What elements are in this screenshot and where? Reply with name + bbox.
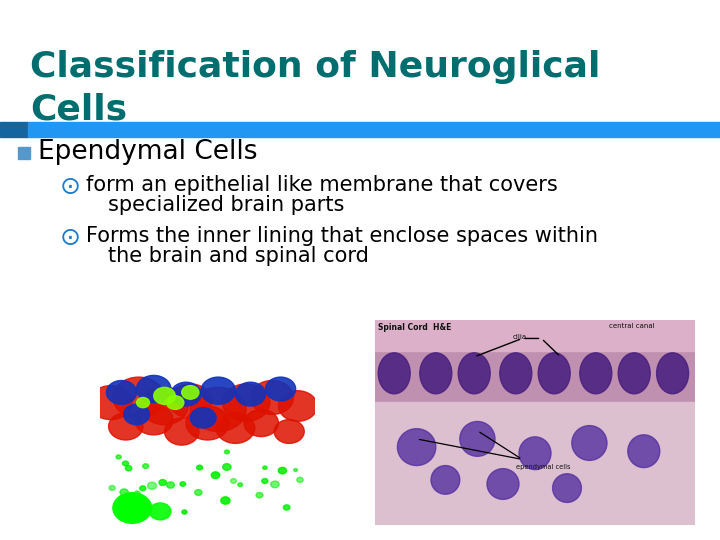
Circle shape xyxy=(279,467,287,474)
Ellipse shape xyxy=(378,353,410,394)
Text: Ependymal Cells: Ependymal Cells xyxy=(38,139,258,165)
Circle shape xyxy=(186,406,229,440)
Ellipse shape xyxy=(487,469,519,500)
Circle shape xyxy=(116,455,121,459)
Circle shape xyxy=(263,466,267,469)
Circle shape xyxy=(271,481,279,488)
Bar xyxy=(375,320,695,402)
Bar xyxy=(28,122,720,137)
Text: central canal: central canal xyxy=(608,323,654,329)
Circle shape xyxy=(238,483,243,487)
Ellipse shape xyxy=(628,435,660,468)
Circle shape xyxy=(262,478,268,483)
Circle shape xyxy=(164,418,199,445)
Circle shape xyxy=(109,485,115,490)
Circle shape xyxy=(279,391,317,421)
Circle shape xyxy=(251,381,294,415)
Circle shape xyxy=(197,465,202,470)
Circle shape xyxy=(225,450,230,454)
Text: Spinal Cord  H&E: Spinal Cord H&E xyxy=(378,323,451,332)
Circle shape xyxy=(109,413,143,440)
Ellipse shape xyxy=(618,353,650,394)
Circle shape xyxy=(143,464,148,469)
Ellipse shape xyxy=(519,437,551,470)
Circle shape xyxy=(180,482,186,486)
Circle shape xyxy=(181,386,199,399)
Circle shape xyxy=(166,482,174,488)
Circle shape xyxy=(294,469,297,471)
Text: ⊙: ⊙ xyxy=(60,226,81,250)
Circle shape xyxy=(150,503,171,520)
Circle shape xyxy=(171,382,201,406)
Bar xyxy=(375,320,695,351)
Ellipse shape xyxy=(572,426,607,461)
Ellipse shape xyxy=(420,353,452,394)
Circle shape xyxy=(190,387,246,431)
Ellipse shape xyxy=(657,353,688,394)
Ellipse shape xyxy=(431,465,460,494)
Ellipse shape xyxy=(458,353,490,394)
Text: ependymal cells: ependymal cells xyxy=(516,463,570,469)
Bar xyxy=(375,402,695,525)
Circle shape xyxy=(124,404,150,424)
Ellipse shape xyxy=(460,422,495,456)
Circle shape xyxy=(120,489,128,496)
Circle shape xyxy=(125,465,132,471)
Text: the brain and spinal cord: the brain and spinal cord xyxy=(108,246,369,266)
Ellipse shape xyxy=(580,353,612,394)
Circle shape xyxy=(113,377,164,418)
Circle shape xyxy=(113,492,152,523)
Circle shape xyxy=(190,408,216,428)
Circle shape xyxy=(256,492,263,498)
Circle shape xyxy=(182,510,187,514)
Circle shape xyxy=(135,491,140,495)
Circle shape xyxy=(297,477,303,482)
Text: form an epithelial like membrane that covers: form an epithelial like membrane that co… xyxy=(86,175,558,195)
Circle shape xyxy=(266,377,296,401)
Ellipse shape xyxy=(553,474,582,502)
Text: Forms the inner lining that enclose spaces within: Forms the inner lining that enclose spac… xyxy=(86,226,598,246)
Ellipse shape xyxy=(397,429,436,465)
Circle shape xyxy=(166,396,184,409)
Text: specialized brain parts: specialized brain parts xyxy=(108,195,344,215)
Circle shape xyxy=(216,413,255,443)
Circle shape xyxy=(140,486,146,491)
Circle shape xyxy=(148,482,156,489)
Text: cilia: cilia xyxy=(513,334,527,340)
Text: ⊙: ⊙ xyxy=(60,175,81,199)
Text: Cells: Cells xyxy=(30,93,127,127)
Circle shape xyxy=(222,384,270,421)
Circle shape xyxy=(201,377,235,404)
Text: Classification of Neuroglical: Classification of Neuroglical xyxy=(30,50,600,84)
Circle shape xyxy=(168,384,212,418)
Circle shape xyxy=(107,381,137,404)
Bar xyxy=(18,147,30,159)
Circle shape xyxy=(222,464,231,470)
Circle shape xyxy=(284,505,290,510)
Circle shape xyxy=(135,404,173,435)
Circle shape xyxy=(230,478,236,483)
Circle shape xyxy=(211,472,220,478)
Circle shape xyxy=(154,387,175,404)
Circle shape xyxy=(194,490,202,495)
Circle shape xyxy=(137,397,150,408)
Circle shape xyxy=(137,375,171,403)
Circle shape xyxy=(122,461,129,466)
Circle shape xyxy=(221,497,230,504)
Circle shape xyxy=(132,498,139,504)
Circle shape xyxy=(274,420,305,443)
Circle shape xyxy=(89,386,132,420)
Circle shape xyxy=(244,409,279,437)
Ellipse shape xyxy=(539,353,570,394)
Circle shape xyxy=(235,382,266,406)
Bar xyxy=(0,122,28,137)
Circle shape xyxy=(159,480,166,485)
Ellipse shape xyxy=(500,353,532,394)
Circle shape xyxy=(141,387,188,424)
